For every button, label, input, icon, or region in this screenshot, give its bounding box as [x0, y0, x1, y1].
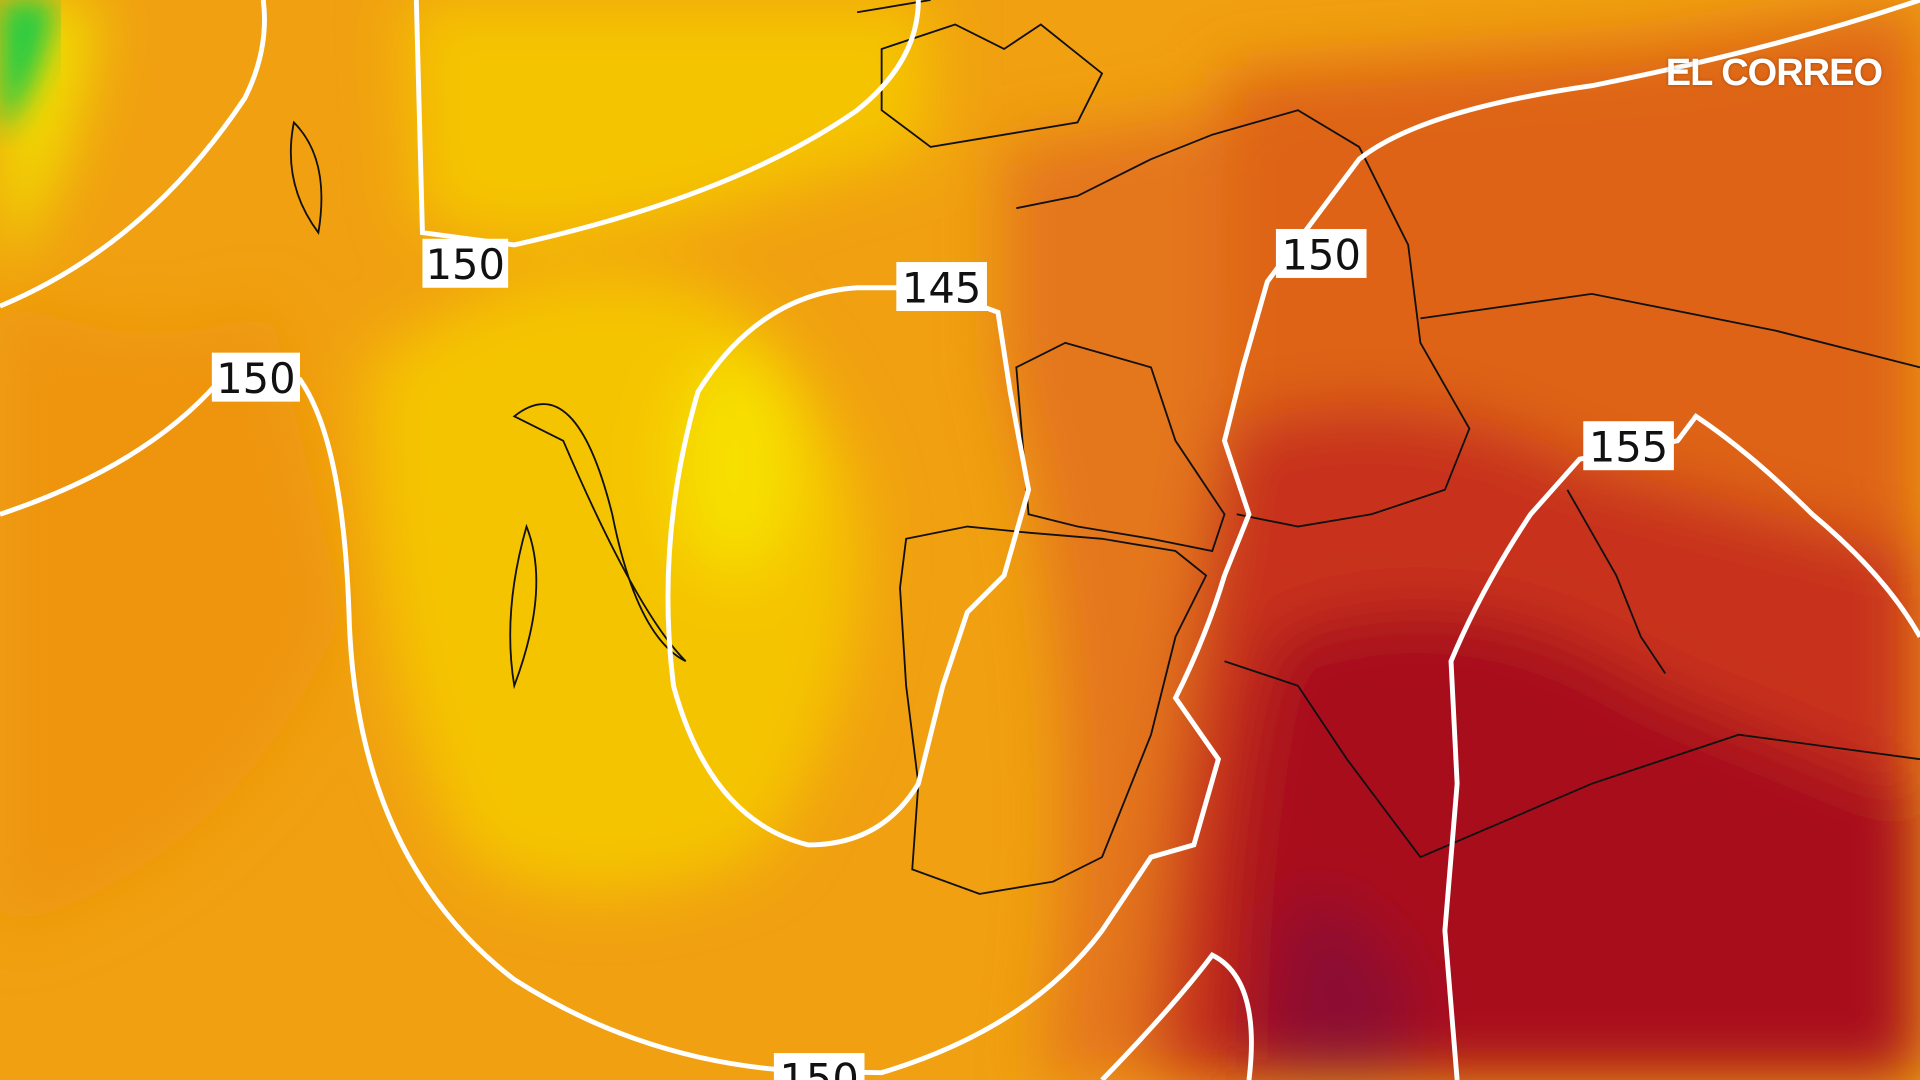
el-correo-logo: EL CORREO: [1665, 52, 1883, 94]
svg-text:150: 150: [426, 240, 505, 289]
contour-label-150-west: 150: [211, 352, 300, 403]
svg-text:150: 150: [779, 1054, 858, 1080]
coastlines: [289, 0, 1920, 895]
svg-text:155: 155: [1589, 423, 1668, 472]
contour-label-150-south: 150: [773, 1053, 865, 1080]
svg-text:150: 150: [216, 354, 295, 403]
svg-text:150: 150: [1281, 230, 1360, 279]
contour-label-150-east: 150: [1275, 228, 1367, 279]
contour-label-145: 145: [896, 262, 987, 312]
svg-text:145: 145: [902, 263, 981, 312]
contour-label-155: 155: [1583, 421, 1674, 472]
contour-labels: 150 150 145 150 155 150: [211, 228, 1674, 1080]
contour-label-150-north: 150: [422, 238, 509, 289]
